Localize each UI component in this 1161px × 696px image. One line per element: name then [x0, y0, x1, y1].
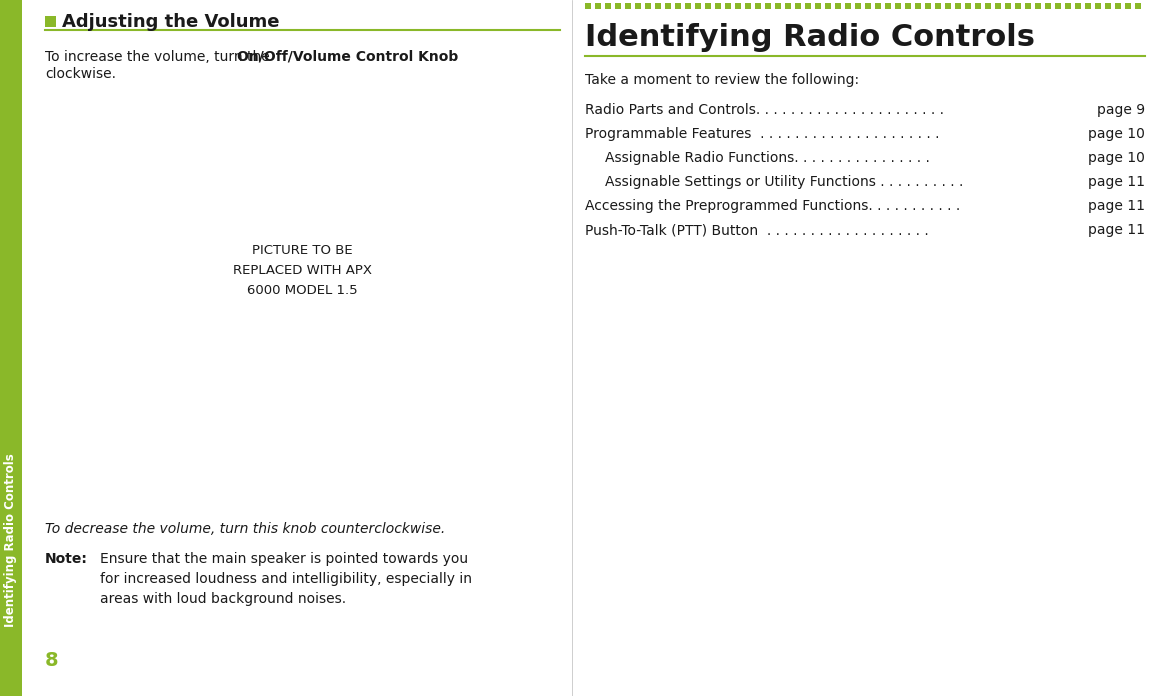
- Bar: [815, 3, 821, 9]
- Bar: [715, 3, 721, 9]
- Text: Identifying Radio Controls: Identifying Radio Controls: [5, 453, 17, 627]
- Bar: [915, 3, 921, 9]
- Bar: [925, 3, 931, 9]
- Bar: [805, 3, 812, 9]
- Bar: [705, 3, 711, 9]
- Bar: [1055, 3, 1061, 9]
- Bar: [605, 3, 611, 9]
- Text: Push-To-Talk (PTT) Button  . . . . . . . . . . . . . . . . . . .: Push-To-Talk (PTT) Button . . . . . . . …: [585, 223, 929, 237]
- Bar: [835, 3, 841, 9]
- Bar: [885, 3, 890, 9]
- Text: 8: 8: [45, 651, 58, 670]
- Bar: [45, 16, 56, 27]
- Bar: [845, 3, 851, 9]
- Bar: [1034, 3, 1041, 9]
- Bar: [615, 3, 621, 9]
- Text: page 9: page 9: [1097, 103, 1145, 117]
- Bar: [875, 3, 881, 9]
- Text: To increase the volume, turn the: To increase the volume, turn the: [45, 50, 274, 64]
- Text: page 10: page 10: [1088, 127, 1145, 141]
- Bar: [745, 3, 751, 9]
- Bar: [594, 3, 601, 9]
- Text: Adjusting the Volume: Adjusting the Volume: [62, 13, 280, 31]
- Text: page 11: page 11: [1088, 223, 1145, 237]
- Text: To decrease the volume, turn this knob counterclockwise.: To decrease the volume, turn this knob c…: [45, 522, 446, 536]
- Bar: [1045, 3, 1051, 9]
- Bar: [755, 3, 760, 9]
- Bar: [985, 3, 991, 9]
- Text: Take a moment to review the following:: Take a moment to review the following:: [585, 73, 859, 87]
- Text: On/Off/Volume Control Knob: On/Off/Volume Control Knob: [237, 50, 459, 64]
- Bar: [785, 3, 791, 9]
- Text: Note:: Note:: [45, 552, 88, 566]
- Text: PICTURE TO BE
REPLACED WITH APX
6000 MODEL 1.5: PICTURE TO BE REPLACED WITH APX 6000 MOD…: [233, 244, 372, 296]
- Bar: [945, 3, 951, 9]
- Bar: [956, 3, 961, 9]
- Text: Radio Parts and Controls. . . . . . . . . . . . . . . . . . . . . .: Radio Parts and Controls. . . . . . . . …: [585, 103, 944, 117]
- Bar: [1005, 3, 1011, 9]
- Bar: [1075, 3, 1081, 9]
- Bar: [995, 3, 1001, 9]
- Bar: [655, 3, 661, 9]
- Bar: [906, 3, 911, 9]
- Bar: [695, 3, 701, 9]
- Bar: [625, 3, 630, 9]
- Bar: [865, 3, 871, 9]
- Bar: [675, 3, 682, 9]
- Bar: [1086, 3, 1091, 9]
- Bar: [776, 3, 781, 9]
- Text: Assignable Settings or Utility Functions . . . . . . . . . .: Assignable Settings or Utility Functions…: [605, 175, 964, 189]
- Bar: [724, 3, 731, 9]
- Bar: [895, 3, 901, 9]
- Bar: [735, 3, 741, 9]
- Bar: [665, 3, 671, 9]
- Text: clockwise.: clockwise.: [45, 67, 116, 81]
- Text: Programmable Features  . . . . . . . . . . . . . . . . . . . . .: Programmable Features . . . . . . . . . …: [585, 127, 939, 141]
- Bar: [854, 3, 861, 9]
- Bar: [635, 3, 641, 9]
- Text: page 10: page 10: [1088, 151, 1145, 165]
- Bar: [965, 3, 971, 9]
- Bar: [795, 3, 801, 9]
- Bar: [1115, 3, 1122, 9]
- Text: Assignable Radio Functions. . . . . . . . . . . . . . . .: Assignable Radio Functions. . . . . . . …: [605, 151, 930, 165]
- Bar: [685, 3, 691, 9]
- Bar: [1125, 3, 1131, 9]
- Bar: [646, 3, 651, 9]
- Text: Identifying Radio Controls: Identifying Radio Controls: [585, 24, 1034, 52]
- Bar: [1065, 3, 1070, 9]
- Bar: [935, 3, 942, 9]
- Bar: [585, 3, 591, 9]
- Text: Accessing the Preprogrammed Functions. . . . . . . . . . .: Accessing the Preprogrammed Functions. .…: [585, 199, 960, 213]
- Bar: [975, 3, 981, 9]
- Text: page 11: page 11: [1088, 199, 1145, 213]
- Text: Ensure that the main speaker is pointed towards you
for increased loudness and i: Ensure that the main speaker is pointed …: [100, 552, 473, 606]
- Text: page 11: page 11: [1088, 175, 1145, 189]
- Bar: [1135, 3, 1141, 9]
- Bar: [0, 0, 22, 696]
- Bar: [1105, 3, 1111, 9]
- Bar: [765, 3, 771, 9]
- Bar: [1025, 3, 1031, 9]
- Bar: [1095, 3, 1101, 9]
- Bar: [1015, 3, 1021, 9]
- Bar: [825, 3, 831, 9]
